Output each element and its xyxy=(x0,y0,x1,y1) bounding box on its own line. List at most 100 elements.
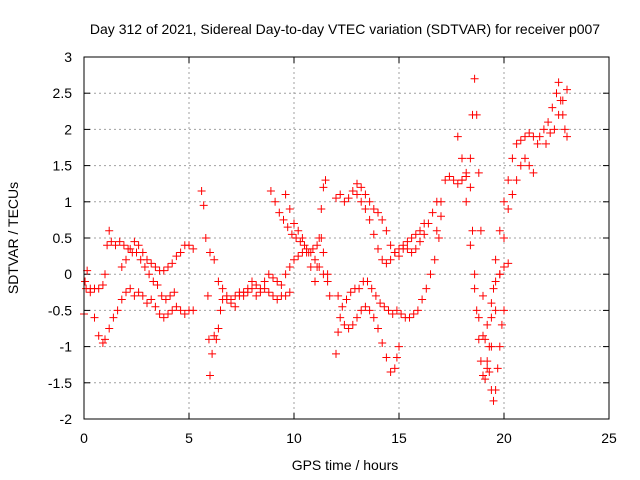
data-point xyxy=(111,241,120,250)
data-point xyxy=(98,338,107,347)
data-point xyxy=(512,176,521,185)
data-point xyxy=(481,335,490,344)
data-point xyxy=(483,364,492,373)
data-point xyxy=(342,295,351,304)
y-tick-label: 0.5 xyxy=(53,230,73,246)
data-point xyxy=(491,255,500,264)
data-point xyxy=(357,183,366,192)
data-point xyxy=(378,338,387,347)
data-point xyxy=(403,237,412,246)
data-point xyxy=(134,241,143,250)
data-point xyxy=(420,230,429,239)
data-point xyxy=(411,244,420,253)
data-point xyxy=(500,197,508,206)
data-point xyxy=(353,179,361,188)
data-point xyxy=(418,295,427,304)
data-point xyxy=(338,302,347,311)
data-point xyxy=(269,273,277,282)
data-point xyxy=(294,226,303,235)
data-point xyxy=(365,215,374,224)
data-point xyxy=(361,302,370,311)
data-point xyxy=(529,168,538,177)
data-point xyxy=(344,194,353,203)
data-point xyxy=(126,284,135,293)
data-point xyxy=(491,277,500,286)
data-point xyxy=(285,262,294,271)
data-point xyxy=(313,241,322,250)
data-point xyxy=(407,248,416,257)
data-point xyxy=(216,306,225,315)
data-point xyxy=(374,244,382,253)
data-point xyxy=(323,277,332,286)
data-point xyxy=(130,237,139,246)
data-point xyxy=(353,313,361,322)
data-point xyxy=(516,161,525,170)
data-point xyxy=(113,306,122,315)
data-point xyxy=(157,291,166,300)
data-point xyxy=(432,226,441,235)
y-tick-label: -1 xyxy=(60,339,73,355)
data-point xyxy=(317,205,326,214)
y-tick-label: 2.5 xyxy=(53,85,73,101)
data-point xyxy=(361,205,370,214)
data-point xyxy=(281,291,290,300)
data-point xyxy=(298,234,307,242)
data-point xyxy=(535,132,544,141)
data-point xyxy=(474,168,483,177)
data-point xyxy=(371,291,380,300)
data-point xyxy=(504,259,513,268)
data-point xyxy=(122,288,130,297)
data-point xyxy=(105,324,114,333)
data-point xyxy=(334,328,343,337)
data-point xyxy=(544,118,553,127)
data-point xyxy=(204,335,213,344)
data-point xyxy=(256,284,265,293)
data-point xyxy=(479,331,487,340)
data-point xyxy=(369,205,378,214)
x-tick-label: 5 xyxy=(185,430,193,446)
data-point xyxy=(495,226,504,235)
data-point xyxy=(485,367,494,376)
data-point xyxy=(466,183,475,192)
data-point xyxy=(495,342,504,351)
data-point xyxy=(103,241,112,250)
data-point xyxy=(468,226,477,235)
data-point xyxy=(290,255,298,264)
data-point xyxy=(437,197,445,206)
data-point xyxy=(138,248,147,257)
data-point xyxy=(554,78,563,87)
data-point xyxy=(199,201,208,210)
data-point xyxy=(210,255,219,264)
data-point xyxy=(214,277,223,286)
data-point xyxy=(168,306,177,315)
data-point xyxy=(239,288,248,297)
data-point xyxy=(546,129,555,138)
data-point xyxy=(470,270,479,279)
data-point xyxy=(308,244,317,253)
data-point xyxy=(449,176,458,185)
data-point xyxy=(497,320,506,329)
data-point xyxy=(504,205,513,214)
data-point xyxy=(296,237,305,246)
data-point xyxy=(90,313,99,322)
data-point xyxy=(81,277,90,286)
data-point xyxy=(489,396,498,405)
data-point xyxy=(117,295,126,304)
data-point xyxy=(340,320,349,329)
data-point xyxy=(159,266,168,275)
data-point xyxy=(147,295,156,304)
data-point xyxy=(264,288,273,297)
data-point xyxy=(500,306,508,315)
x-tick-label: 0 xyxy=(80,430,88,446)
data-point xyxy=(552,89,561,98)
plot-frame xyxy=(83,56,610,420)
data-point xyxy=(558,96,567,105)
data-point xyxy=(378,215,387,224)
y-tick-label: 1 xyxy=(64,194,72,210)
data-point xyxy=(332,194,340,203)
data-point xyxy=(155,310,164,319)
data-point xyxy=(294,252,303,261)
data-point xyxy=(512,139,521,148)
data-point xyxy=(453,132,462,141)
data-point xyxy=(153,281,162,290)
